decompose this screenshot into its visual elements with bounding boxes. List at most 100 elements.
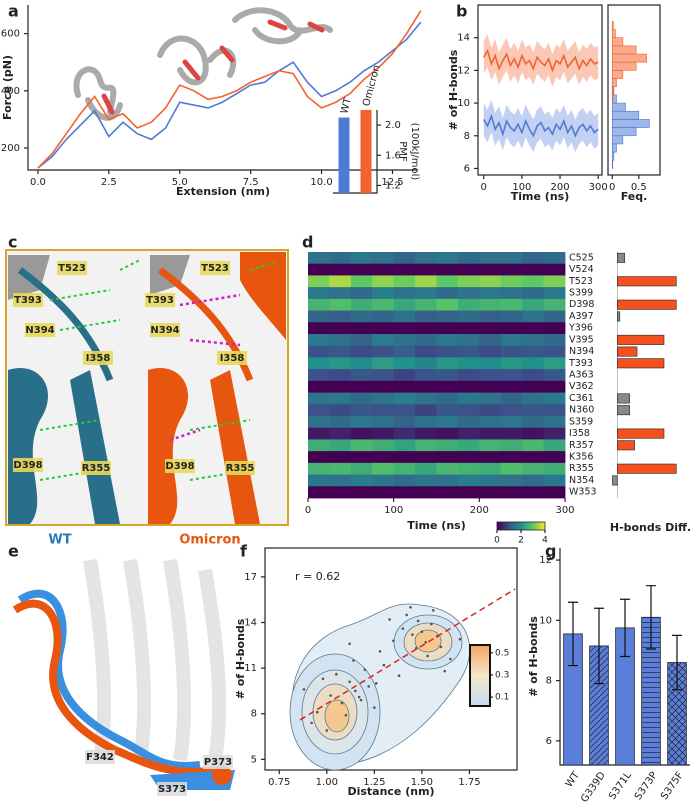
- scatter-point: [397, 674, 401, 678]
- heatmap-cell: [522, 486, 544, 499]
- scatter-point: [354, 689, 357, 693]
- row-label: C361: [569, 393, 594, 404]
- heatmap-cell: [329, 451, 352, 464]
- row-label: V524: [569, 264, 594, 275]
- bar: [617, 252, 626, 263]
- heatmap-cell: [522, 369, 544, 382]
- heatmap-cell: [350, 322, 373, 335]
- fit-line: [299, 588, 516, 721]
- y-tick-label: 6: [546, 736, 552, 747]
- scatter-point: [302, 688, 306, 691]
- scatter-point: [401, 627, 405, 630]
- label-box: [225, 461, 255, 475]
- heatmap-cell: [350, 252, 373, 265]
- heatmap-cell: [500, 380, 523, 393]
- heatmap-cell: [415, 322, 437, 335]
- label-box: [203, 755, 233, 769]
- axes-frame: [477, 4, 603, 176]
- heatmap-cell: [479, 380, 502, 393]
- row-label: A397: [569, 311, 594, 322]
- histogram-bar: [611, 45, 637, 55]
- heatmap-cell: [350, 392, 373, 405]
- scatter-point: [348, 642, 351, 646]
- histogram-bar: [611, 119, 650, 128]
- heatmap-cell: [329, 439, 352, 452]
- bar: [617, 428, 665, 439]
- legend-label: WT: [339, 96, 354, 115]
- residue-label: P373: [204, 757, 232, 768]
- label-box: [57, 261, 87, 275]
- heatmap-cell: [522, 310, 544, 323]
- heatmap-cell: [308, 275, 330, 288]
- x-axis-label: Time (ns): [511, 190, 569, 203]
- scatter-point: [424, 640, 428, 644]
- x-tick-label: 300: [555, 505, 574, 516]
- panel-letter: d: [302, 233, 313, 252]
- row-label: W353: [569, 487, 597, 498]
- scatter-point: [357, 695, 361, 699]
- x-tick-label: 1.75: [458, 777, 480, 788]
- residue-label: N394: [150, 325, 179, 336]
- row-label: T393: [568, 358, 593, 369]
- heatmap-cell: [436, 474, 459, 487]
- y-tick-label: 8: [546, 676, 552, 687]
- heatmap-cell: [308, 322, 330, 335]
- heatmap-cell: [308, 298, 330, 311]
- heatmap-cell: [329, 474, 352, 487]
- x-tick-label: 200: [550, 182, 569, 193]
- heatmap-cell: [522, 275, 544, 288]
- series-line: [37, 10, 422, 169]
- bar-hatch: [641, 617, 661, 765]
- bar: [617, 334, 665, 345]
- y-tick-label: 400: [1, 86, 20, 97]
- heatmap-cell: [479, 275, 502, 288]
- histogram-bar: [611, 78, 617, 88]
- scatter-point: [348, 680, 351, 684]
- x-axis-label: Time (ns): [407, 519, 465, 532]
- heatmap-cell: [415, 287, 437, 300]
- heatmap-cell: [308, 439, 330, 452]
- scatter-point: [378, 650, 382, 653]
- structure-c: [5, 249, 289, 526]
- heatmap-cell: [436, 298, 459, 311]
- x-tick-label: 0.0: [30, 177, 46, 188]
- heatmap-cell: [522, 252, 544, 265]
- heatmap-cell: [415, 392, 437, 405]
- heatmap-cell: [457, 275, 480, 288]
- label-box: [13, 293, 43, 307]
- scatter-point: [359, 698, 363, 702]
- scatter-point: [388, 618, 391, 621]
- heatmap-cell: [543, 287, 566, 300]
- x-tick-label: 0: [609, 182, 615, 193]
- heatmap-cell: [308, 486, 330, 499]
- row-label: S359: [569, 416, 593, 427]
- heatmap-cell: [436, 275, 459, 288]
- heatmap-cell: [329, 322, 352, 335]
- scatter-point: [430, 622, 433, 626]
- heatmap-cell: [543, 322, 566, 335]
- heatmap-cell: [479, 474, 502, 487]
- heatmap-cell: [415, 404, 437, 417]
- heatmap-cell: [479, 334, 502, 347]
- heatmap-cell: [436, 380, 459, 393]
- heatmap-cell: [500, 392, 523, 405]
- bar: [360, 110, 372, 193]
- heatmap-cell: [415, 357, 437, 370]
- heatmap-cell: [500, 439, 523, 452]
- heatmap-cell: [543, 252, 566, 265]
- y-axis-label: # of H-bonds: [527, 616, 540, 697]
- y-axis-label: PMF: [397, 141, 408, 162]
- heatmap-cell: [436, 334, 459, 347]
- x-tick-label: 12.5: [381, 177, 403, 188]
- heatmap-cell: [457, 263, 480, 276]
- heatmap-cell: [479, 427, 502, 440]
- heatmap-cell: [500, 416, 523, 429]
- row-label: N394: [569, 346, 594, 357]
- heatmap-cell: [393, 357, 416, 370]
- heatmap-cell: [329, 357, 352, 370]
- heatmap-cell: [457, 322, 480, 335]
- heatmap-cell: [329, 462, 352, 475]
- heatmap-cell: [479, 451, 502, 464]
- heatmap-cell: [436, 486, 459, 499]
- bar: [617, 346, 638, 357]
